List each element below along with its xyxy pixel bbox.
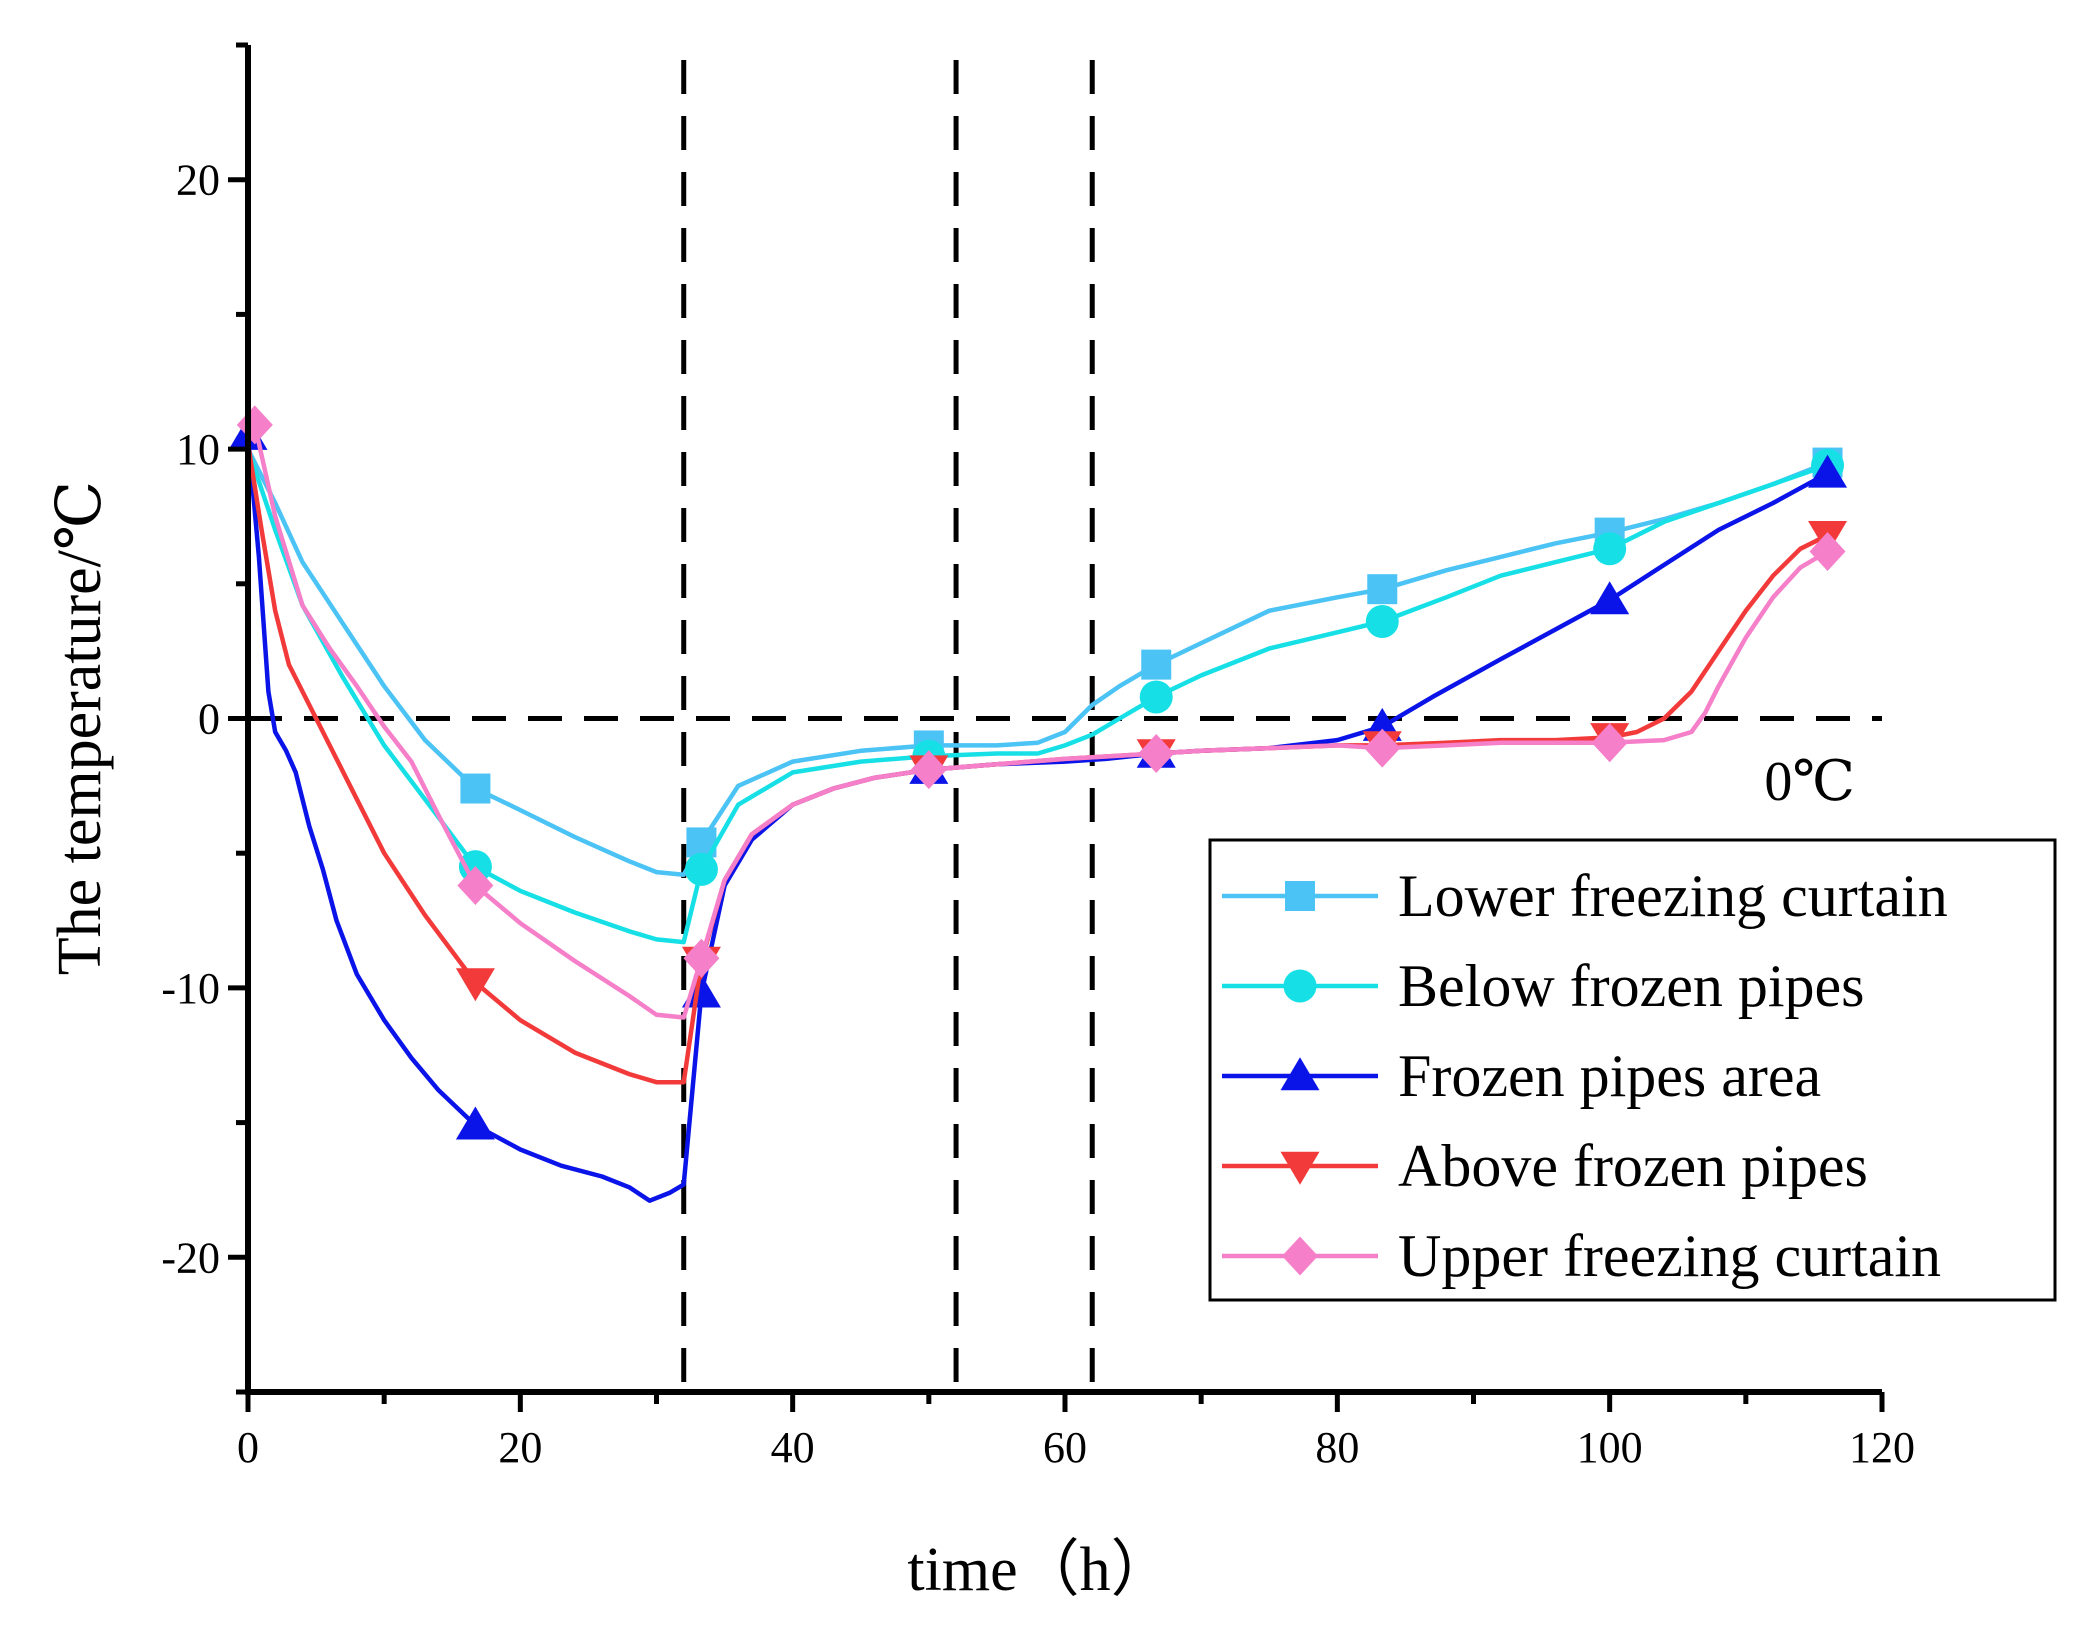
y-tick-label: 20	[176, 156, 220, 205]
data-point	[1364, 728, 1401, 768]
legend-marker	[1282, 1236, 1318, 1276]
data-point	[460, 773, 491, 804]
series-line	[252, 424, 1829, 1020]
data-point	[1365, 605, 1399, 639]
axes: 0 20 40 60 80 100 120 -20 -10 0 10 20	[161, 42, 1915, 1472]
x-tick-label: 60	[1043, 1423, 1087, 1472]
data-point	[1367, 574, 1398, 605]
data-point	[684, 852, 718, 886]
series-layer	[228, 405, 1848, 1203]
legend-label: Upper freezing curtain	[1398, 1223, 1941, 1289]
legend-marker	[1283, 969, 1317, 1003]
data-point	[1141, 649, 1172, 680]
data-point	[910, 750, 947, 790]
data-point	[455, 1106, 495, 1140]
legend-marker	[1280, 1151, 1320, 1185]
x-tick-label: 20	[498, 1423, 542, 1472]
series-line	[245, 448, 1829, 878]
legend-label: Lower freezing curtain	[1398, 863, 1948, 929]
legend-label: Frozen pipes area	[1398, 1043, 1821, 1109]
data-point	[457, 866, 494, 906]
series-line	[245, 448, 1829, 945]
data-point	[1809, 531, 1846, 571]
series-upper-freezing-curtain	[236, 405, 1846, 1020]
data-point	[1593, 532, 1627, 566]
data-point	[1139, 680, 1173, 714]
legend-entry: Upper freezing curtain	[1222, 1223, 1941, 1289]
reference-lines	[248, 60, 1882, 1392]
legend-entry: Above frozen pipes	[1222, 1133, 1868, 1199]
legend-marker	[1280, 1057, 1320, 1091]
y-tick-label: -10	[161, 964, 220, 1013]
x-tick-label: 100	[1577, 1423, 1643, 1472]
data-point	[1591, 723, 1628, 763]
legend-label: Above frozen pipes	[1398, 1133, 1868, 1199]
data-point	[1808, 454, 1848, 488]
series-line	[245, 435, 1829, 1203]
x-tick-label: 120	[1849, 1423, 1915, 1472]
zero-degree-annotation: 0℃	[1764, 751, 1855, 813]
legend: Lower freezing curtain Below frozen pipes…	[1208, 838, 2057, 1302]
y-tick-label: -20	[161, 1233, 220, 1282]
data-point	[681, 974, 721, 1008]
data-point	[1138, 734, 1175, 774]
y-axis-title: The temperature/℃	[46, 481, 114, 976]
legend-box	[1208, 838, 2057, 1302]
legend-entry: Frozen pipes area	[1222, 1043, 1821, 1109]
x-tick-label: 80	[1315, 1423, 1359, 1472]
legend-entry: Lower freezing curtain	[1222, 863, 1948, 929]
y-tick-label: 10	[176, 425, 220, 474]
legend-label: Below frozen pipes	[1398, 953, 1865, 1019]
series-lower-freezing-curtain	[245, 447, 1843, 878]
y-tick-label: 0	[198, 695, 220, 744]
x-axis-title: time（h）	[907, 1536, 1172, 1604]
x-tick-label: 40	[771, 1423, 815, 1472]
data-point	[683, 938, 720, 978]
legend-marker	[1285, 881, 1315, 911]
data-point	[455, 968, 495, 1002]
data-point	[1590, 581, 1630, 615]
legend-entry: Below frozen pipes	[1222, 953, 1865, 1019]
x-tick-label: 0	[237, 1423, 259, 1472]
series-below-frozen-pipes	[245, 448, 1845, 945]
